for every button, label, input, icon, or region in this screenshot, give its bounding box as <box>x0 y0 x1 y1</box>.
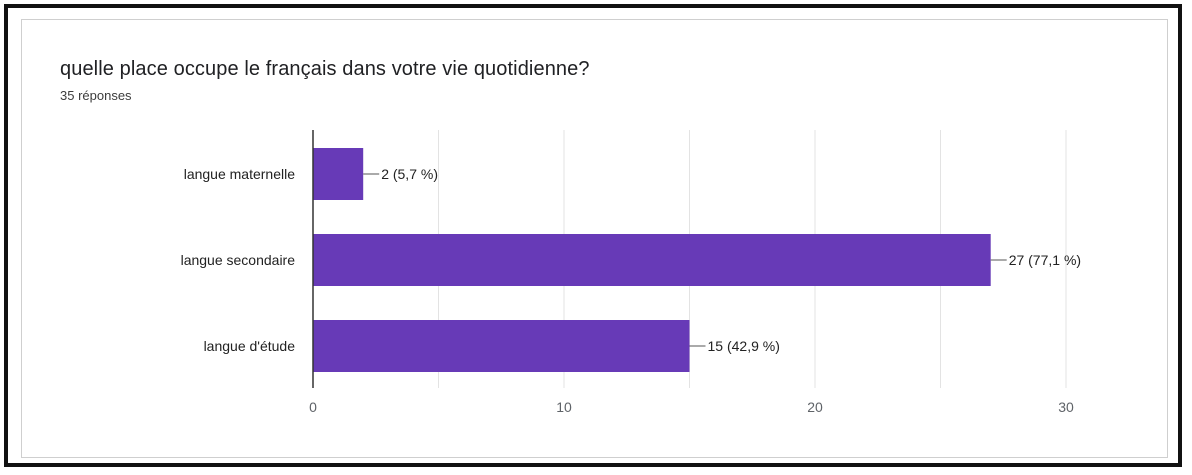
bar <box>313 148 364 200</box>
x-tick-label: 20 <box>807 399 823 415</box>
x-tick-label: 10 <box>556 399 572 415</box>
chart-title: quelle place occupe le français dans vot… <box>60 58 590 80</box>
data-label: 27 (77,1 %) <box>1009 252 1081 268</box>
category-label: langue d'étude <box>204 338 296 354</box>
bar <box>313 234 991 286</box>
data-label: 2 (5,7 %) <box>381 166 438 182</box>
bar <box>313 320 690 372</box>
category-label: langue maternelle <box>184 166 296 182</box>
x-tick-label: 30 <box>1058 399 1074 415</box>
data-label: 15 (42,9 %) <box>708 338 780 354</box>
x-tick-label: 0 <box>309 399 317 415</box>
category-label: langue secondaire <box>181 252 296 268</box>
response-count: 35 réponses <box>60 88 132 103</box>
